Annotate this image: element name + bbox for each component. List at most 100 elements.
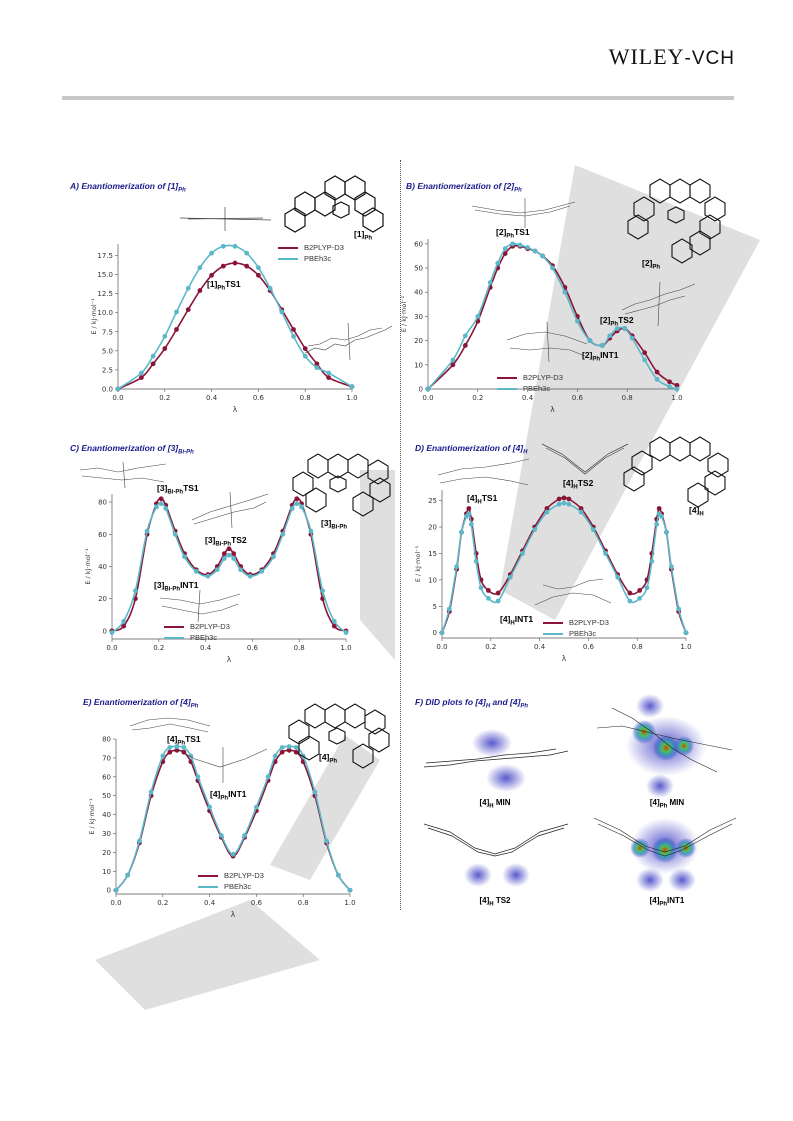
data-point-pbeh3c [544,509,550,515]
chart-b: 0 10 20 30 40 50 60 0.0 0.2 0.4 0.6 0.8 1.0 λ E / kJ·m… [400,239,683,414]
data-point-pbeh3c [293,745,299,750]
x-tick-label: 0.0 [106,644,117,652]
data-point-b2plyp [642,350,648,356]
data-point-pbeh3c [280,531,286,537]
data-point-b2plyp [667,379,672,385]
panel-a-legend: B2PLYP-D3 PBEh3c [278,242,344,264]
molecule-2ph-ts1-side-view [471,198,576,228]
data-point-pbeh3c [214,567,220,573]
molecule-1ph-ts1-side-view [179,207,272,231]
y-tick-label: 0 [433,629,437,637]
x-tick-label: 0.6 [583,643,595,651]
legend-label-pbeh3c: PBEh3c [304,254,332,263]
data-point-b2plyp [209,272,214,278]
data-point-pbeh3c [226,552,232,558]
y-tick-label: 12.5 [97,290,113,298]
data-point-b2plyp [174,327,179,332]
data-point-pbeh3c [485,595,491,601]
molecule-2ph-label: [2]Ph [642,258,661,271]
data-point-pbeh3c [230,851,236,857]
did-plot-4h-min [423,729,569,792]
y-tick-label: 40 [98,563,107,571]
data-point-pbeh3c [302,353,308,359]
data-point-pbeh3c [221,556,227,561]
data-point-pbeh3c [566,501,572,507]
data-point-b2plyp [462,343,468,348]
data-point-pbeh3c [331,618,337,624]
data-point-pbeh3c [627,598,633,604]
data-point-b2plyp [150,361,156,367]
molecule-1ph-min-side-view [304,322,393,361]
y-tick-label: 2.5 [102,366,113,374]
panel-a-title: A) Enantiomerization of [1]Ph [70,181,186,194]
y-tick-label: 80 [102,736,111,744]
panel-c-legend: B2PLYP-D3 PBEh3c [164,621,230,643]
data-point-pbeh3c [587,338,593,344]
panel-a-ts1-label: [1]PhTS1 [207,279,241,292]
data-point-pbeh3c [607,333,613,339]
data-point-pbeh3c [510,241,516,247]
data-point-pbeh3c [326,370,331,376]
data-point-pbeh3c [343,630,349,635]
data-point-pbeh3c [232,243,238,249]
data-point-b2plyp [331,623,337,629]
legend-swatch-pbeh3c [278,257,298,260]
data-point-pbeh3c [148,789,154,795]
data-point-pbeh3c [308,528,314,534]
data-point-b2plyp [302,346,308,351]
data-point-pbeh3c [590,527,596,533]
panel-b-ts1-label: [2]PhTS1 [496,227,530,240]
data-point-pbeh3c [115,386,121,392]
data-point-b2plyp [654,369,660,375]
y-axis-label: E / kJ·mol⁻¹ [414,545,422,582]
y-tick-label: 0 [107,887,111,895]
data-point-pbeh3c [556,501,562,507]
data-point-pbeh3c [462,333,468,339]
data-point-pbeh3c [561,500,567,506]
data-point-b2plyp [637,588,643,593]
molecule-3biph-ts2-side-view [191,491,269,529]
data-point-b2plyp [220,263,226,269]
y-tick-label: 30 [414,313,423,321]
data-point-pbeh3c [133,588,138,594]
data-point-b2plyp [326,375,331,380]
data-point-pbeh3c [154,504,159,510]
panel-c-int1-label: [3]Bi-PhINT1 [154,580,199,593]
molecule-4ph-int1-side-view [176,747,268,783]
data-point-pbeh3c [238,567,244,573]
data-point-b2plyp [578,506,584,511]
panel-b-title: B) Enantiomerization of [2]Ph [406,181,522,194]
data-point-pbeh3c [312,789,318,795]
panel-d-title: D) Enantiomerization of [4]H [415,443,528,456]
data-point-pbeh3c [425,386,431,392]
molecule-3biph-int1-side-view [159,589,241,623]
data-point-b2plyp [286,747,292,753]
data-point-b2plyp [556,496,562,502]
data-point-pbeh3c [193,568,199,574]
y-tick-label: 60 [414,240,423,248]
data-point-pbeh3c [575,318,580,324]
y-tick-label: 40 [102,811,111,819]
x-tick-label: 0.2 [472,394,483,402]
data-point-b2plyp [291,327,296,332]
x-axis-label: λ [562,654,567,663]
x-tick-label: 1.0 [346,394,357,402]
x-axis-label: λ [231,910,236,919]
molecule-1ph-structure [284,175,384,233]
data-point-pbeh3c [286,744,292,749]
data-point-pbeh3c [667,384,672,389]
x-tick-label: 1.0 [344,899,355,907]
data-point-pbeh3c [446,606,452,612]
data-point-pbeh3c [289,506,295,511]
molecule-2ph-ts2-side-view [621,281,696,327]
data-point-pbeh3c [550,265,555,271]
x-tick-label: 0.8 [632,643,643,651]
y-tick-label: 60 [98,531,107,539]
data-point-pbeh3c [195,774,201,780]
data-point-b2plyp [561,495,567,501]
data-point-pbeh3c [139,370,144,376]
x-tick-label: 0.8 [298,899,309,907]
molecule-4h-int1-side-view [534,578,612,606]
molecule-1ph-label: [1]Ph [354,229,373,242]
data-point-pbeh3c [629,335,635,341]
